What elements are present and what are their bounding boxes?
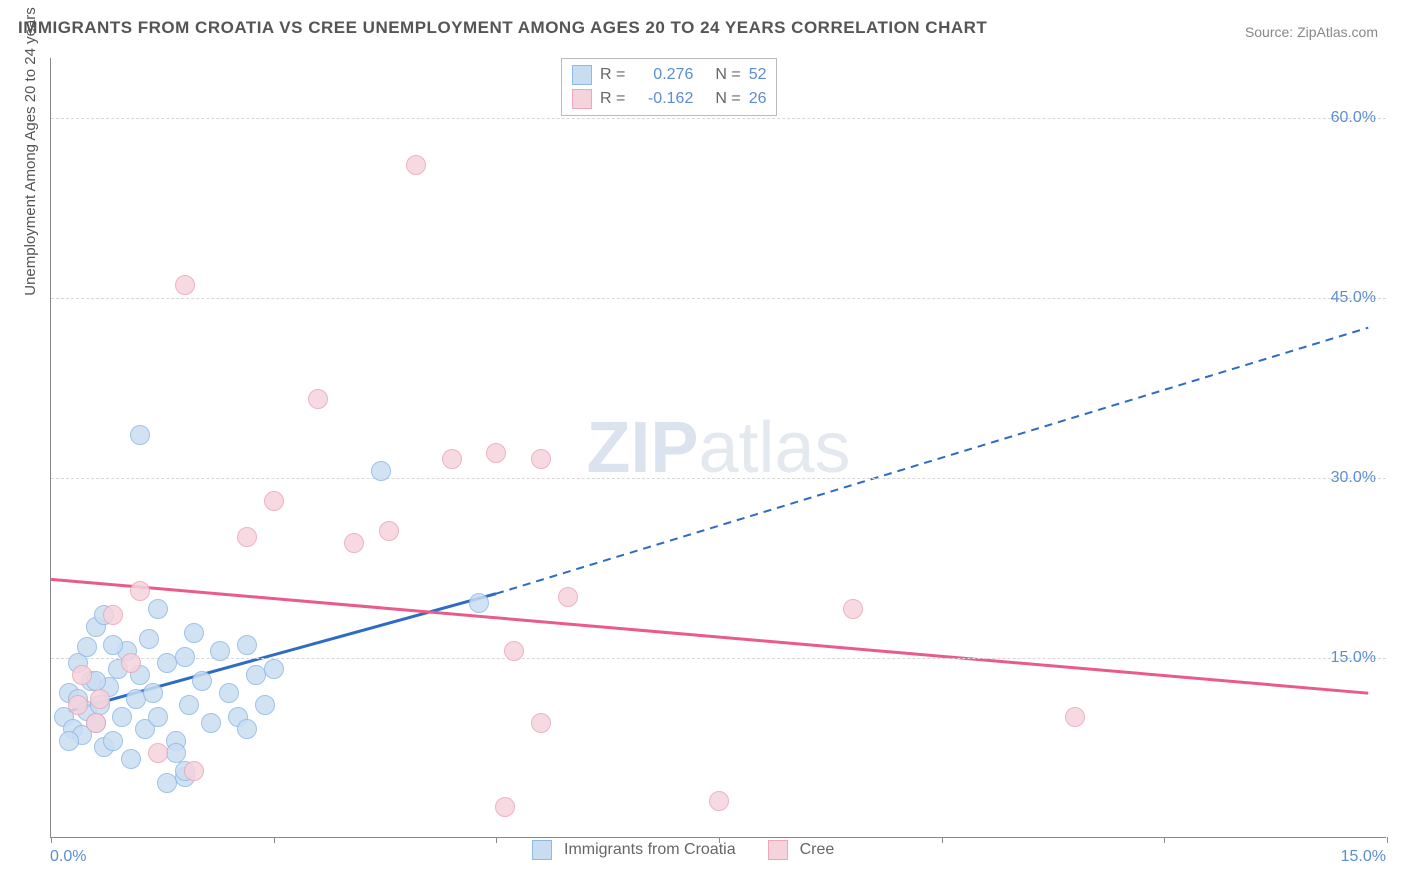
x-tick: [1164, 837, 1165, 843]
legend-n-label: N =: [715, 90, 740, 108]
data-point: [219, 683, 239, 703]
legend-swatch: [572, 65, 592, 85]
data-point: [59, 731, 79, 751]
data-point: [442, 449, 462, 469]
gridline-h: [51, 298, 1386, 299]
data-point: [308, 389, 328, 409]
gridline-h: [51, 478, 1386, 479]
x-tick: [274, 837, 275, 843]
data-point: [148, 743, 168, 763]
data-point: [148, 707, 168, 727]
data-point: [379, 521, 399, 541]
data-point: [72, 665, 92, 685]
data-point: [371, 461, 391, 481]
data-point: [86, 713, 106, 733]
data-point: [558, 587, 578, 607]
y-tick-label: 15.0%: [1331, 649, 1376, 667]
data-point: [175, 647, 195, 667]
data-point: [237, 527, 257, 547]
legend-row: R = -0.162 N = 26: [572, 87, 766, 111]
legend-r-label: R =: [600, 90, 625, 108]
data-point: [166, 743, 186, 763]
data-point: [709, 791, 729, 811]
data-point: [264, 491, 284, 511]
data-point: [112, 707, 132, 727]
gridline-h: [51, 658, 1386, 659]
data-point: [77, 637, 97, 657]
legend-series-label: Cree: [800, 841, 835, 859]
chart-plot-area: ZIPatlas R = 0.276 N = 52 R = -0.162 N = 26 15.…: [50, 58, 1386, 838]
y-tick-label: 30.0%: [1331, 469, 1376, 487]
data-point: [68, 695, 88, 715]
data-point: [1065, 707, 1085, 727]
data-point: [90, 689, 110, 709]
x-axis-max-label: 15.0%: [1341, 848, 1386, 866]
data-point: [139, 629, 159, 649]
data-point: [179, 695, 199, 715]
data-point: [184, 623, 204, 643]
data-point: [264, 659, 284, 679]
data-point: [130, 581, 150, 601]
x-tick: [51, 837, 52, 843]
data-point: [130, 425, 150, 445]
data-point: [406, 155, 426, 175]
y-tick-label: 60.0%: [1331, 109, 1376, 127]
gridline-h: [51, 118, 1386, 119]
watermark: ZIPatlas: [586, 407, 850, 489]
y-tick-label: 45.0%: [1331, 289, 1376, 307]
legend-r-label: R =: [600, 66, 625, 84]
x-tick: [942, 837, 943, 843]
legend-row: R = 0.276 N = 52: [572, 63, 766, 87]
data-point: [486, 443, 506, 463]
legend-swatch: [532, 840, 552, 860]
data-point: [184, 761, 204, 781]
legend-swatch: [572, 89, 592, 109]
legend-r-value: -0.162: [633, 90, 693, 108]
data-point: [469, 593, 489, 613]
data-point: [531, 449, 551, 469]
data-point: [103, 605, 123, 625]
data-point: [531, 713, 551, 733]
y-axis-label: Unemployment Among Ages 20 to 24 years: [22, 7, 39, 296]
legend-n-label: N =: [715, 66, 740, 84]
data-point: [148, 599, 168, 619]
data-point: [237, 719, 257, 739]
legend-r-value: 0.276: [633, 66, 693, 84]
legend-n-value: 52: [749, 66, 767, 84]
x-tick: [496, 837, 497, 843]
chart-title: IMMIGRANTS FROM CROATIA VS CREE UNEMPLOY…: [18, 18, 987, 38]
data-point: [121, 653, 141, 673]
data-point: [344, 533, 364, 553]
data-point: [143, 683, 163, 703]
data-point: [175, 275, 195, 295]
data-point: [504, 641, 524, 661]
data-point: [843, 599, 863, 619]
legend-n-value: 26: [749, 90, 767, 108]
x-tick: [1387, 837, 1388, 843]
data-point: [103, 635, 123, 655]
legend-swatch: [768, 840, 788, 860]
legend-series-label: Immigrants from Croatia: [564, 841, 736, 859]
correlation-legend: R = 0.276 N = 52 R = -0.162 N = 26: [561, 58, 777, 116]
source-attribution: Source: ZipAtlas.com: [1245, 24, 1378, 40]
data-point: [495, 797, 515, 817]
data-point: [237, 635, 257, 655]
data-point: [210, 641, 230, 661]
x-axis-min-label: 0.0%: [50, 848, 86, 866]
data-point: [103, 731, 123, 751]
data-point: [192, 671, 212, 691]
data-point: [121, 749, 141, 769]
data-point: [255, 695, 275, 715]
data-point: [201, 713, 221, 733]
series-legend: Immigrants from Croatia Cree: [532, 840, 854, 860]
